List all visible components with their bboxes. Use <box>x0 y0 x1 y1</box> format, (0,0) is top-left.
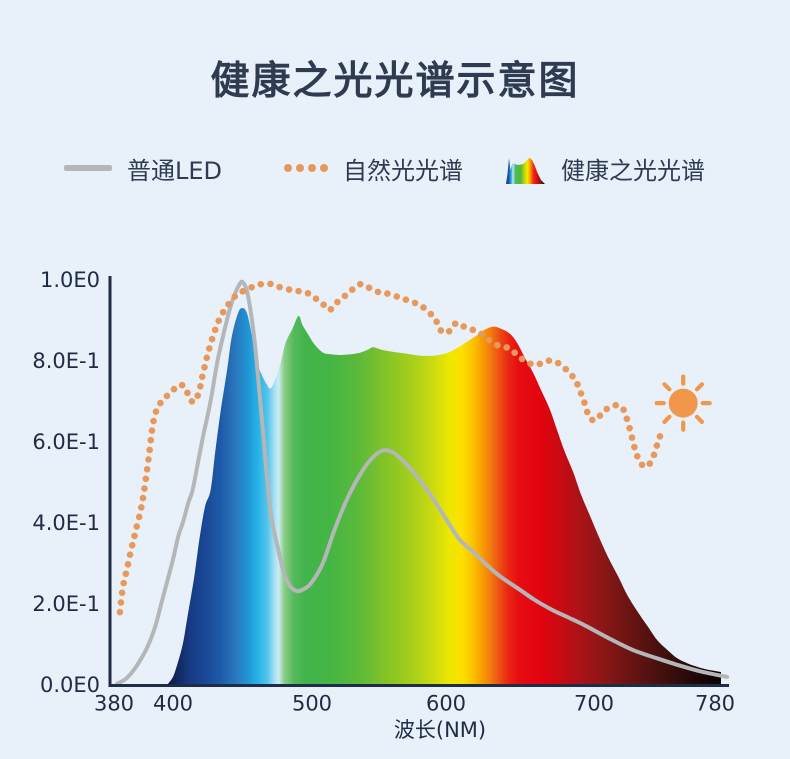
sun-icon <box>654 374 712 432</box>
y-axis-tick-labels: 1.0E0 8.0E-1 6.0E-1 4.0E-1 2.0E-1 0.0E0 <box>32 268 100 697</box>
y-tick-label: 1.0E0 <box>40 268 100 292</box>
x-tick-label: 780 <box>695 692 735 716</box>
legend: 普通LED 自然光光谱 <box>0 143 790 193</box>
sun-disk <box>668 388 698 418</box>
orange-dots-swatch <box>284 164 328 172</box>
page-title: 健康之光光谱示意图 <box>210 59 580 104</box>
legend-label-natural-light: 自然光光谱 <box>343 156 463 185</box>
legend-item-natural-light: 自然光光谱 <box>284 143 463 193</box>
x-tick-label: 380 <box>94 692 134 716</box>
spectrum-swatch-icon <box>506 157 545 184</box>
legend-item-healthy-light: 健康之光光谱 <box>505 143 705 193</box>
x-tick-label: 700 <box>574 692 614 716</box>
sun-ray <box>694 414 705 424</box>
sun-ray <box>662 382 672 392</box>
legend-label-ordinary-led: 普通LED <box>127 156 223 185</box>
y-tick-label: 0.0E0 <box>40 673 100 697</box>
natural-light-dotted-curve <box>116 280 667 616</box>
y-tick-label: 2.0E-1 <box>32 592 100 616</box>
y-tick-label: 4.0E-1 <box>32 511 100 535</box>
ordinary-led-curve <box>115 279 730 686</box>
healthy-light-spectrum-area <box>167 308 722 685</box>
gray-line-swatch <box>64 165 112 171</box>
x-axis-tick-labels: 380 400 500 600 700 780 <box>94 692 735 716</box>
x-tick-label: 500 <box>292 692 332 716</box>
x-tick-label: 600 <box>426 692 466 716</box>
x-axis-title: 波长(NM) <box>394 718 486 742</box>
x-tick-label: 400 <box>153 692 193 716</box>
legend-item-ordinary-led: 普通LED <box>64 143 222 193</box>
y-tick-label: 6.0E-1 <box>32 430 100 454</box>
sun-ray <box>694 382 705 392</box>
legend-label-healthy-light: 健康之光光谱 <box>561 156 705 185</box>
y-tick-label: 8.0E-1 <box>32 349 100 373</box>
sun-ray <box>662 414 672 424</box>
